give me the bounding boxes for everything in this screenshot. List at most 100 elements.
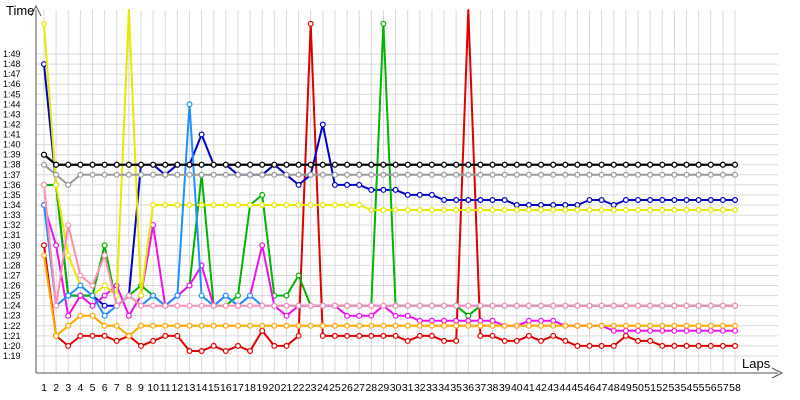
x-tick-label: 42 <box>535 382 547 394</box>
x-tick-label: 24 <box>317 382 329 394</box>
x-tick-label: 15 <box>208 382 220 394</box>
data-point <box>683 171 690 178</box>
data-point <box>695 322 702 329</box>
data-point <box>562 322 569 329</box>
x-tick-label: 33 <box>426 382 438 394</box>
y-tick-label: 1:34 <box>3 200 21 210</box>
x-tick-label: 56 <box>705 382 717 394</box>
data-point <box>441 322 448 329</box>
x-tick-label: 49 <box>620 382 632 394</box>
data-point <box>537 302 544 309</box>
data-point <box>101 332 108 339</box>
data-point <box>40 161 47 168</box>
data-point <box>77 282 84 289</box>
y-tick-label: 1:30 <box>3 240 21 250</box>
x-tick-label: 5 <box>90 382 96 394</box>
y-tick-label: 1:48 <box>3 59 21 69</box>
data-point <box>537 317 544 324</box>
data-point <box>550 202 557 209</box>
x-tick-label: 37 <box>475 382 487 394</box>
data-point <box>695 197 702 204</box>
data-point <box>622 327 629 334</box>
y-tick-label: 1:22 <box>3 321 21 331</box>
data-point <box>477 161 484 168</box>
data-point <box>113 337 120 344</box>
x-tick-label: 45 <box>572 382 584 394</box>
data-point <box>683 342 690 349</box>
data-point <box>610 202 617 209</box>
data-point <box>101 292 108 299</box>
data-point <box>392 171 399 178</box>
data-point <box>344 181 351 188</box>
data-point <box>683 322 690 329</box>
data-point <box>259 171 266 178</box>
series-line <box>43 64 735 307</box>
data-point <box>186 322 193 329</box>
data-point <box>586 207 593 214</box>
data-point <box>513 171 520 178</box>
data-point <box>441 207 448 214</box>
data-point <box>247 161 254 168</box>
data-point <box>453 317 460 324</box>
y-tick-label: 1:31 <box>3 230 21 240</box>
data-point <box>89 302 96 309</box>
data-point <box>598 342 605 349</box>
data-point <box>586 197 593 204</box>
data-point <box>113 161 120 168</box>
data-point <box>683 161 690 168</box>
data-point <box>40 252 47 259</box>
data-point <box>416 317 423 324</box>
data-point <box>331 302 338 309</box>
data-point <box>453 171 460 178</box>
x-tick-label: 6 <box>102 382 108 394</box>
data-point <box>610 207 617 214</box>
data-point <box>671 171 678 178</box>
data-point <box>295 322 302 329</box>
data-point <box>222 292 229 299</box>
data-point <box>174 171 181 178</box>
data-point <box>647 337 654 344</box>
data-point <box>295 332 302 339</box>
data-point <box>89 161 96 168</box>
data-point <box>537 337 544 344</box>
data-point <box>707 327 714 334</box>
data-point <box>138 342 145 349</box>
data-point <box>101 302 108 309</box>
data-point <box>356 322 363 329</box>
data-point <box>441 197 448 204</box>
data-point <box>622 161 629 168</box>
data-point <box>380 332 387 339</box>
data-point <box>307 322 314 329</box>
data-point <box>537 161 544 168</box>
x-tick-label: 38 <box>487 382 499 394</box>
data-point <box>247 202 254 209</box>
data-point <box>416 207 423 214</box>
data-point <box>598 161 605 168</box>
data-point <box>537 322 544 329</box>
data-point <box>453 322 460 329</box>
data-point <box>695 327 702 334</box>
y-tick-label: 1:19 <box>3 351 21 361</box>
data-point <box>344 312 351 319</box>
data-point <box>380 302 387 309</box>
data-point <box>235 322 242 329</box>
data-point <box>368 322 375 329</box>
y-tick-label: 1:20 <box>3 341 21 351</box>
x-tick-label: 20 <box>268 382 280 394</box>
data-point <box>331 202 338 209</box>
data-point <box>634 161 641 168</box>
x-tick-label: 54 <box>681 382 693 394</box>
data-point <box>271 322 278 329</box>
data-point <box>319 322 326 329</box>
data-point <box>125 171 132 178</box>
x-tick-label: 11 <box>160 382 171 394</box>
data-point <box>598 322 605 329</box>
data-point <box>574 342 581 349</box>
x-tick-label: 13 <box>184 382 196 394</box>
data-point <box>574 207 581 214</box>
data-point <box>174 332 181 339</box>
data-point <box>634 171 641 178</box>
data-point <box>428 207 435 214</box>
data-point <box>574 171 581 178</box>
data-point <box>77 332 84 339</box>
